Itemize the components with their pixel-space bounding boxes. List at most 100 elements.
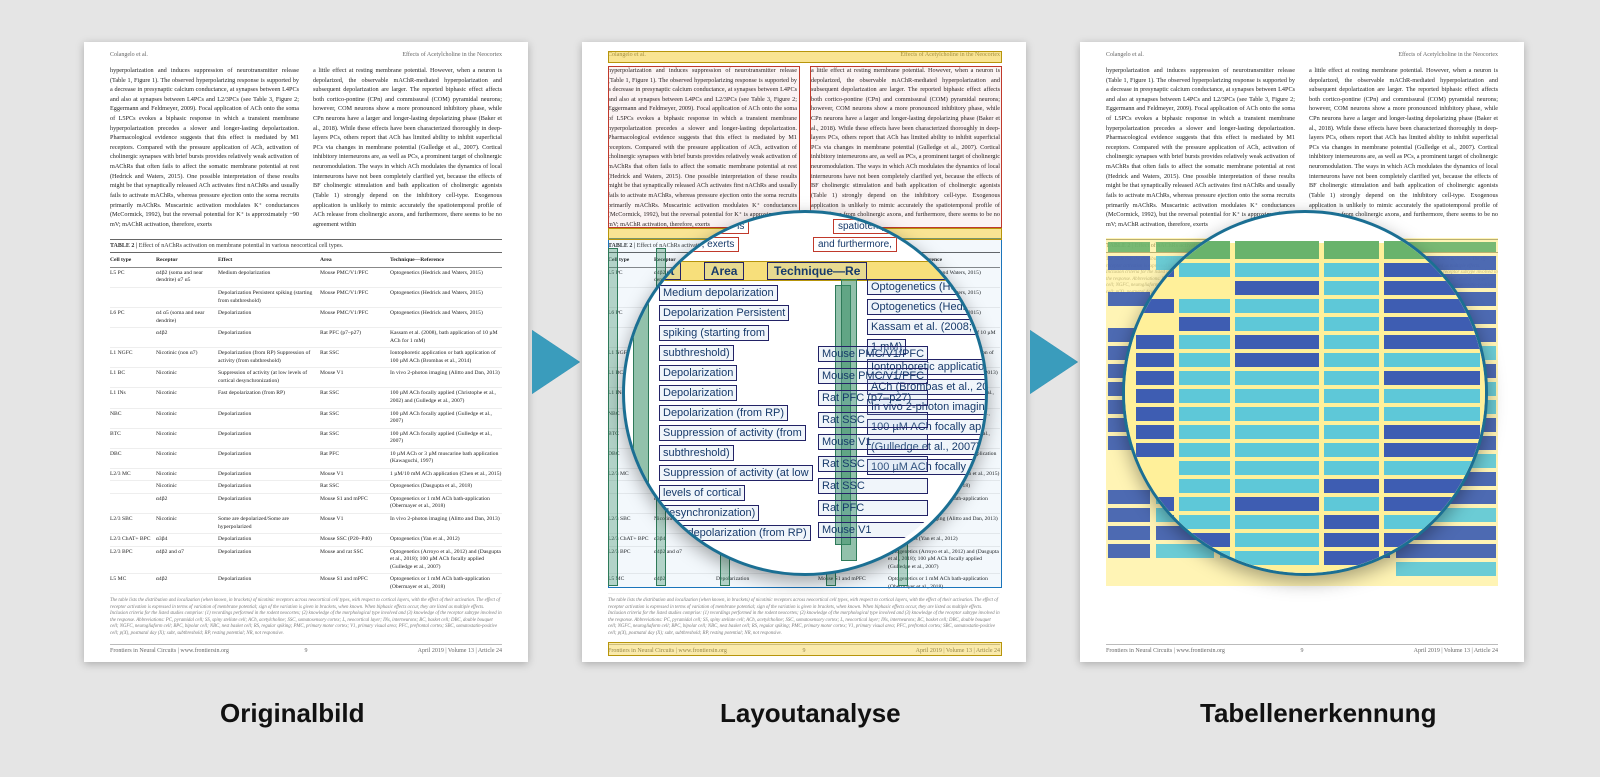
lens2-cell: Depolarization [659,385,737,401]
lens2-cell: Kassam et al. (2008; bat [867,319,988,335]
la-colband [608,248,618,586]
caption-layout: Layoutanalyse [720,698,901,729]
lens2-text: for K⁺ is [703,219,749,234]
lens3-cell [1136,299,1174,313]
lens3-header-cell [1235,241,1319,259]
lens2-cell: Depolarization [659,365,737,381]
lens3-cell [1179,551,1230,565]
lens2-cell: 100 µM ACh focally appli [867,419,988,435]
lens3-cell [1179,317,1230,331]
lens2-text: and furthermore, [813,237,897,252]
lens2-cell: ACh (Brombas et al., 201 [867,379,988,395]
lens3-cell [1136,425,1174,439]
lens3-cell [1179,299,1230,313]
lens3-cell [1179,389,1230,403]
lens3-cell [1136,515,1174,529]
lens2-greenband [633,285,649,545]
lens3-cell [1384,497,1480,511]
lens3-cell [1235,263,1319,277]
lens3-cell [1235,479,1319,493]
lens2-cell: subthreshold) [659,345,734,361]
caption-table: Tabellenerkennung [1200,698,1436,729]
lens3-cell [1235,497,1319,511]
lens2-cell: In vivo 2-photon imaging [867,399,988,415]
la-text-right [810,66,1002,228]
lens3-cell [1324,461,1379,475]
lens3-cell [1384,371,1480,385]
magnifier-table: TABLE Technical [1122,210,1488,576]
lens3-cell [1235,353,1319,367]
lens3-cell [1235,533,1319,547]
lens3-cell [1179,335,1230,349]
lens2-cell: 1 mM) [867,339,906,355]
page-number: 9 [84,648,528,654]
lens2-cell: Depolarization Persistent [659,305,789,321]
body-col-left: hyperpolarization and induces suppressio… [110,66,299,229]
lens3-cell-grid [1131,237,1485,576]
lens2-cell: subthreshold) [659,445,734,461]
arrow-1 [532,330,580,394]
lens3-cell [1324,389,1379,403]
la-footer-band [608,642,1002,656]
lens3-cell [1235,515,1319,529]
lens2-cell: spiking (starting from [659,325,769,341]
lens2-cell: Fast depolarization (from RP) [659,525,811,541]
lens3-header-cell [1324,241,1379,259]
lens3-cell [1235,281,1319,295]
lens2-cell: Suppression of activity (at low [659,465,813,481]
lens2-cell: Iontophoretic application [867,359,988,375]
lens2-cell: (Gulledge et al., 2007) [867,439,984,455]
lens3-cell [1384,353,1480,367]
lens2-cell: Depolarization (from RP) [659,405,788,421]
table-caption: TABLE 2 | Effect of nAChRs activation on… [110,239,502,253]
lens3-cell [1235,389,1319,403]
table-body: Cell typeReceptorEffectAreaTechnique—Ref… [110,255,502,594]
lens3-cell [1384,425,1480,439]
lens3-cell [1324,353,1379,367]
page-original: Colangelo et al. Effects of Acetylcholin… [84,42,528,662]
body-col-right: a little effect at resting membrane pote… [313,66,502,229]
lens3-cell [1136,371,1174,385]
lens3-cell [1179,479,1230,493]
lens3-cell [1384,389,1480,403]
lens3-cell [1384,299,1480,313]
lens3-cell [1324,281,1379,295]
la-header-band [608,51,1002,63]
lens3-cell [1136,335,1174,349]
table-footnote: The table lists the distribution and loc… [110,598,502,637]
arrow-2 [1030,330,1078,394]
lens3-cell [1179,353,1230,367]
lens3-cell [1136,551,1174,565]
lens3-cell [1324,407,1379,421]
lens3-cell [1384,443,1480,457]
lens2-cell: levels of cortical [659,485,745,501]
body-columns: hyperpolarization and induces suppressio… [84,62,528,229]
lens3-cell [1235,335,1319,349]
lens2-cell: 100 µM ACh focally appli [867,459,988,475]
lens3-cell [1136,533,1174,547]
lens3-cell [1179,263,1230,277]
lens3-cell [1324,551,1379,565]
lens3-cell [1179,443,1230,457]
lens2-cell: desynchronization) [659,505,759,521]
lens3-cell [1235,551,1319,565]
lens3-cell [1235,425,1319,439]
lens3-cell [1324,371,1379,385]
lens3-cell [1324,335,1379,349]
lens2-text: spatiotempo [833,219,897,234]
lens3-cell [1235,299,1319,313]
lens3-cell [1324,497,1379,511]
lens3-header-cell [1136,241,1174,259]
lens3-cell [1384,281,1480,295]
lens3-cell [1384,317,1480,331]
lens3-cell [1384,533,1480,547]
magnifier-layout: for K⁺ is , therefore, exerts spatiotemp… [622,210,988,576]
lens3-cell [1324,443,1379,457]
lens3-cell [1179,497,1230,511]
lens2-header-band: Effect Area Technique—Re [633,261,977,281]
lens3-cell [1384,551,1480,565]
lens3-cell [1179,407,1230,421]
lens3-cell [1384,479,1480,493]
lens3-cell [1179,515,1230,529]
lens3-cell [1136,263,1174,277]
